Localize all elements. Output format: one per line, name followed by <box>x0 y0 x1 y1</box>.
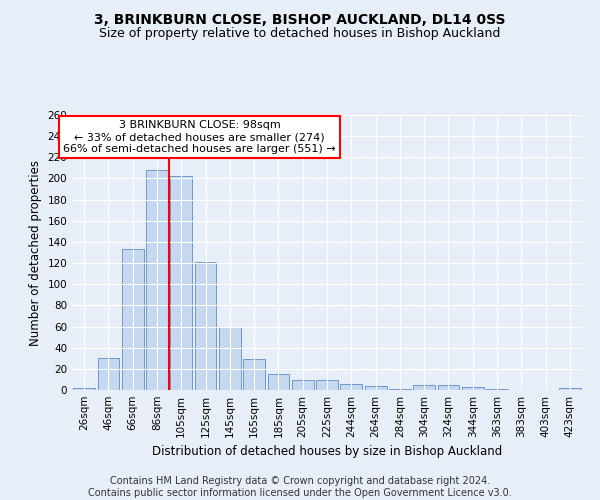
X-axis label: Distribution of detached houses by size in Bishop Auckland: Distribution of detached houses by size … <box>152 446 502 458</box>
Bar <box>559 388 581 390</box>
Bar <box>340 384 362 390</box>
Y-axis label: Number of detached properties: Number of detached properties <box>29 160 42 346</box>
Bar <box>243 360 265 390</box>
Bar <box>316 380 338 390</box>
Bar <box>413 384 435 390</box>
Bar <box>122 250 143 390</box>
Bar <box>292 380 314 390</box>
Bar <box>268 374 289 390</box>
Bar <box>73 388 95 390</box>
Bar <box>486 389 508 390</box>
Bar <box>219 326 241 390</box>
Bar <box>97 358 119 390</box>
Text: 3 BRINKBURN CLOSE: 98sqm
← 33% of detached houses are smaller (274)
66% of semi-: 3 BRINKBURN CLOSE: 98sqm ← 33% of detach… <box>63 120 336 154</box>
Bar <box>462 387 484 390</box>
Text: Size of property relative to detached houses in Bishop Auckland: Size of property relative to detached ho… <box>100 28 500 40</box>
Text: 3, BRINKBURN CLOSE, BISHOP AUCKLAND, DL14 0SS: 3, BRINKBURN CLOSE, BISHOP AUCKLAND, DL1… <box>94 12 506 26</box>
Bar <box>146 170 168 390</box>
Bar <box>389 389 411 390</box>
Bar <box>170 176 192 390</box>
Text: Contains HM Land Registry data © Crown copyright and database right 2024.
Contai: Contains HM Land Registry data © Crown c… <box>88 476 512 498</box>
Bar <box>194 262 217 390</box>
Bar <box>365 386 386 390</box>
Bar <box>437 384 460 390</box>
